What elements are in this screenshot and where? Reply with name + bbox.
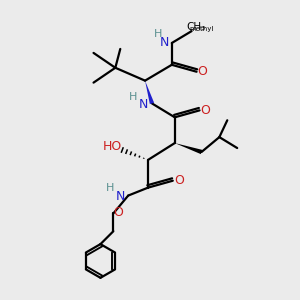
Text: O: O xyxy=(200,104,210,117)
Polygon shape xyxy=(145,81,154,104)
Text: O: O xyxy=(174,174,184,187)
Text: O: O xyxy=(113,206,123,219)
Text: H: H xyxy=(129,92,137,101)
Text: HO: HO xyxy=(103,140,122,152)
Text: H: H xyxy=(154,29,162,39)
Text: N: N xyxy=(160,35,170,49)
Text: N: N xyxy=(116,190,125,203)
Text: H: H xyxy=(106,183,115,193)
Text: CH₃: CH₃ xyxy=(186,22,205,32)
Text: N: N xyxy=(138,98,148,111)
Text: methyl: methyl xyxy=(189,26,214,32)
Text: O: O xyxy=(198,65,207,78)
Polygon shape xyxy=(175,143,202,154)
